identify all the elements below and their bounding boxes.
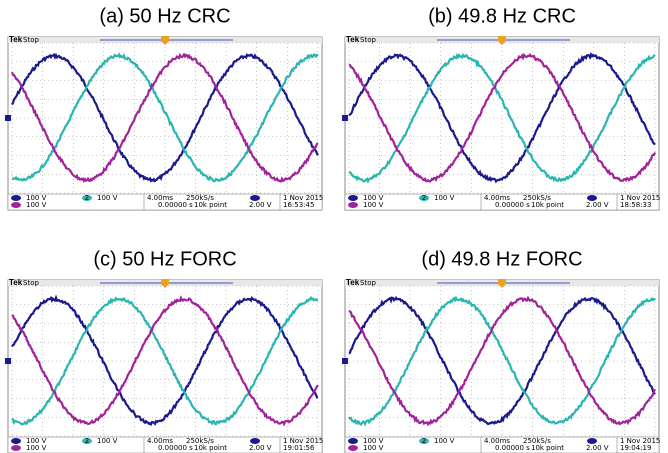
trigger-level: 2.00 V bbox=[249, 444, 272, 452]
ground-marker bbox=[342, 115, 348, 121]
channel-scale: 100 V bbox=[97, 437, 118, 445]
delay: 0.00000 s bbox=[158, 444, 193, 452]
acq-status: Stop bbox=[360, 36, 376, 44]
delay: 0.00000 s bbox=[158, 201, 193, 209]
trigger-level: 2.00 V bbox=[249, 201, 272, 209]
record-length: 10k point bbox=[531, 201, 564, 209]
ground-marker bbox=[5, 358, 11, 364]
ground-marker bbox=[5, 115, 11, 121]
time: 19:04:19 bbox=[620, 444, 651, 452]
acq-status: Stop bbox=[23, 36, 39, 44]
trigger-level: 2.00 V bbox=[586, 201, 609, 209]
channel-scale: 100 V bbox=[97, 194, 118, 202]
panel-title: (d) 49.8 Hz FORC bbox=[421, 248, 582, 270]
channel2-label: 2 bbox=[85, 194, 89, 202]
panel-title: (b) 49.8 Hz CRC bbox=[428, 5, 576, 27]
time: 18:58:33 bbox=[620, 201, 651, 209]
channel-icon bbox=[348, 195, 358, 201]
panel-title: (c) 50 Hz FORC bbox=[93, 248, 236, 270]
channel-scale: 100 V bbox=[26, 444, 47, 452]
channel-icon bbox=[348, 202, 358, 208]
channel-scale: 100 V bbox=[26, 201, 47, 209]
time: 19:01:56 bbox=[283, 444, 315, 452]
panel-title: (a) 50 Hz CRC bbox=[99, 5, 230, 27]
channel-scale: 100 V bbox=[363, 201, 384, 209]
delay: 0.00000 s bbox=[495, 201, 530, 209]
record-length: 10k point bbox=[194, 201, 227, 209]
trigger-level: 2.00 V bbox=[586, 444, 609, 452]
figure: (a) 50 Hz CRCTekStop100 V100 V100 V24.00… bbox=[0, 0, 668, 453]
channel-icon bbox=[11, 202, 21, 208]
channel-scale: 100 V bbox=[434, 194, 455, 202]
channel-icon bbox=[11, 195, 21, 201]
channel-icon bbox=[11, 438, 21, 444]
channel-icon bbox=[348, 445, 358, 451]
delay: 0.00000 s bbox=[495, 444, 530, 452]
acq-status: Stop bbox=[23, 279, 39, 287]
channel-scale: 100 V bbox=[363, 444, 384, 452]
time: 16:53:45 bbox=[283, 201, 314, 209]
channel2-label: 2 bbox=[422, 194, 426, 202]
record-length: 10k point bbox=[194, 444, 227, 452]
record-length: 10k point bbox=[531, 444, 564, 452]
ground-marker bbox=[342, 358, 348, 364]
channel2-label: 2 bbox=[85, 437, 89, 445]
acq-status: Stop bbox=[360, 279, 376, 287]
channel-icon bbox=[348, 438, 358, 444]
channel-icon bbox=[11, 445, 21, 451]
channel2-label: 2 bbox=[422, 437, 426, 445]
channel-scale: 100 V bbox=[434, 437, 455, 445]
